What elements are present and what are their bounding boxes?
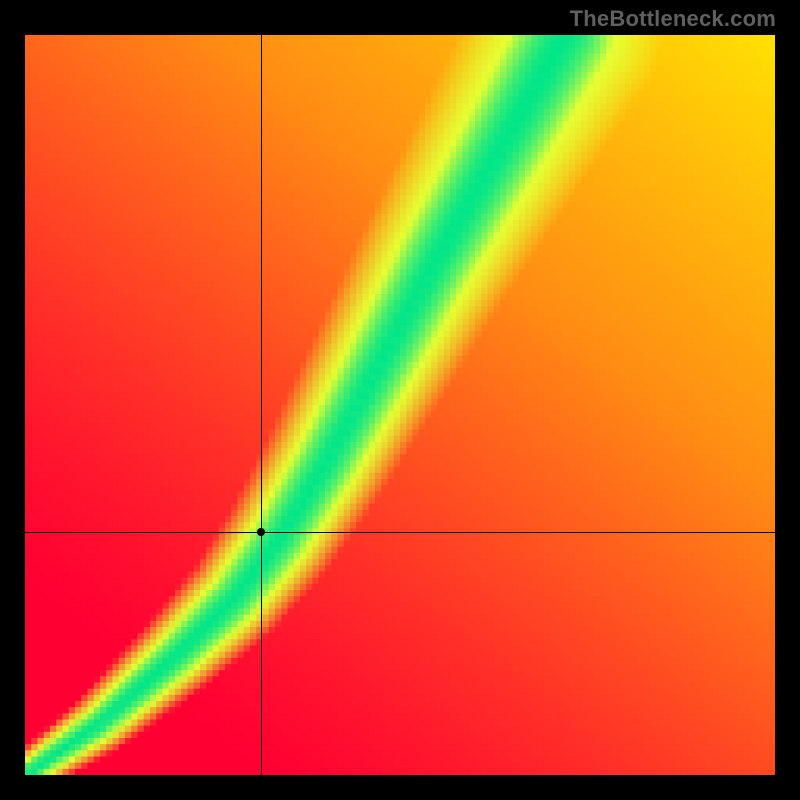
chart-container: TheBottleneck.com — [0, 0, 800, 800]
crosshair-marker — [257, 528, 265, 536]
plot-area — [25, 35, 775, 775]
heatmap-canvas — [25, 35, 775, 775]
crosshair-horizontal — [25, 532, 775, 533]
watermark-text: TheBottleneck.com — [570, 6, 776, 32]
crosshair-vertical — [261, 35, 262, 775]
